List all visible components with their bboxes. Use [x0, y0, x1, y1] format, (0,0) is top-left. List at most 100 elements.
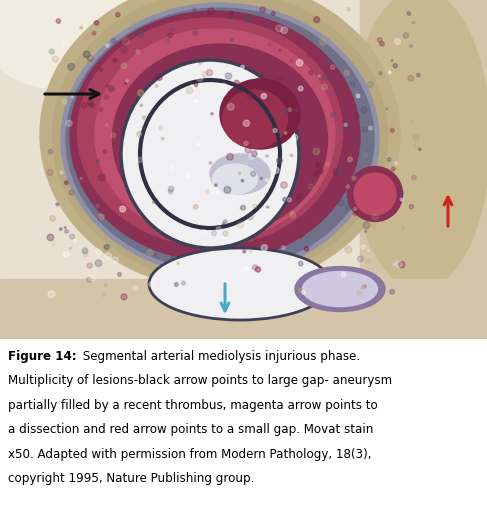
Circle shape: [261, 245, 267, 251]
Circle shape: [299, 262, 303, 267]
Circle shape: [281, 28, 288, 34]
Circle shape: [137, 158, 142, 163]
Circle shape: [410, 45, 412, 48]
Circle shape: [399, 262, 405, 268]
Circle shape: [106, 124, 108, 127]
Circle shape: [356, 95, 360, 98]
Circle shape: [169, 187, 174, 192]
Circle shape: [152, 279, 156, 284]
Circle shape: [403, 34, 409, 39]
Circle shape: [408, 76, 414, 82]
Circle shape: [224, 220, 227, 224]
Circle shape: [369, 127, 373, 131]
Circle shape: [253, 205, 257, 209]
Circle shape: [56, 204, 59, 207]
Circle shape: [69, 248, 72, 250]
Circle shape: [363, 154, 368, 158]
Circle shape: [273, 129, 277, 133]
Circle shape: [149, 282, 153, 287]
Circle shape: [126, 81, 129, 83]
Circle shape: [272, 168, 279, 174]
Ellipse shape: [61, 4, 379, 275]
Circle shape: [111, 133, 116, 138]
Circle shape: [356, 93, 357, 95]
Circle shape: [63, 252, 69, 258]
Ellipse shape: [350, 0, 487, 289]
Circle shape: [283, 198, 287, 202]
Circle shape: [68, 64, 75, 71]
Circle shape: [361, 108, 367, 114]
Circle shape: [47, 235, 54, 241]
Circle shape: [352, 177, 356, 181]
Circle shape: [353, 212, 357, 216]
Circle shape: [255, 267, 261, 273]
Circle shape: [65, 181, 68, 185]
Circle shape: [171, 257, 173, 259]
Circle shape: [290, 211, 293, 215]
Circle shape: [252, 265, 258, 271]
Circle shape: [243, 250, 246, 254]
Circle shape: [254, 238, 257, 241]
Circle shape: [387, 159, 391, 162]
Circle shape: [87, 57, 94, 62]
Circle shape: [225, 74, 232, 80]
Circle shape: [412, 176, 416, 180]
Circle shape: [137, 132, 142, 137]
Circle shape: [402, 228, 405, 230]
Circle shape: [386, 109, 388, 111]
Circle shape: [347, 9, 351, 12]
Circle shape: [412, 121, 414, 124]
Circle shape: [65, 230, 68, 234]
Circle shape: [400, 199, 403, 201]
Circle shape: [227, 154, 233, 161]
Circle shape: [354, 114, 359, 120]
Circle shape: [121, 294, 127, 300]
Circle shape: [156, 75, 162, 81]
Circle shape: [193, 9, 196, 12]
Circle shape: [186, 174, 191, 179]
Ellipse shape: [95, 30, 335, 239]
Circle shape: [271, 157, 274, 161]
Circle shape: [345, 246, 352, 254]
Circle shape: [159, 127, 163, 131]
Circle shape: [229, 12, 233, 16]
Circle shape: [177, 263, 179, 265]
Circle shape: [241, 206, 245, 211]
Circle shape: [169, 167, 174, 171]
Circle shape: [205, 190, 209, 194]
Circle shape: [288, 109, 292, 113]
Circle shape: [171, 29, 173, 31]
Circle shape: [398, 190, 403, 196]
Circle shape: [81, 104, 87, 109]
Circle shape: [212, 231, 216, 236]
Circle shape: [316, 163, 321, 169]
Circle shape: [290, 60, 293, 63]
Circle shape: [395, 261, 402, 268]
Circle shape: [90, 57, 93, 60]
Circle shape: [381, 77, 384, 80]
Circle shape: [319, 39, 326, 46]
Circle shape: [155, 85, 158, 88]
Circle shape: [318, 76, 320, 78]
Circle shape: [343, 125, 349, 131]
Circle shape: [413, 135, 419, 141]
Circle shape: [344, 71, 349, 76]
Circle shape: [120, 207, 126, 213]
Circle shape: [98, 175, 105, 181]
Circle shape: [94, 22, 99, 26]
Circle shape: [169, 190, 173, 194]
Circle shape: [112, 39, 116, 44]
Circle shape: [261, 94, 266, 99]
Circle shape: [383, 126, 390, 133]
Circle shape: [361, 245, 365, 249]
Circle shape: [211, 114, 213, 116]
Circle shape: [316, 164, 318, 167]
Circle shape: [341, 273, 346, 277]
Text: Figure 14:: Figure 14:: [8, 349, 76, 362]
Circle shape: [193, 30, 198, 34]
Circle shape: [346, 185, 350, 189]
Circle shape: [60, 172, 63, 175]
Text: partially filled by a recent thrombus, magenta arrow points to: partially filled by a recent thrombus, m…: [8, 398, 378, 411]
Circle shape: [239, 173, 241, 175]
Circle shape: [52, 57, 58, 63]
